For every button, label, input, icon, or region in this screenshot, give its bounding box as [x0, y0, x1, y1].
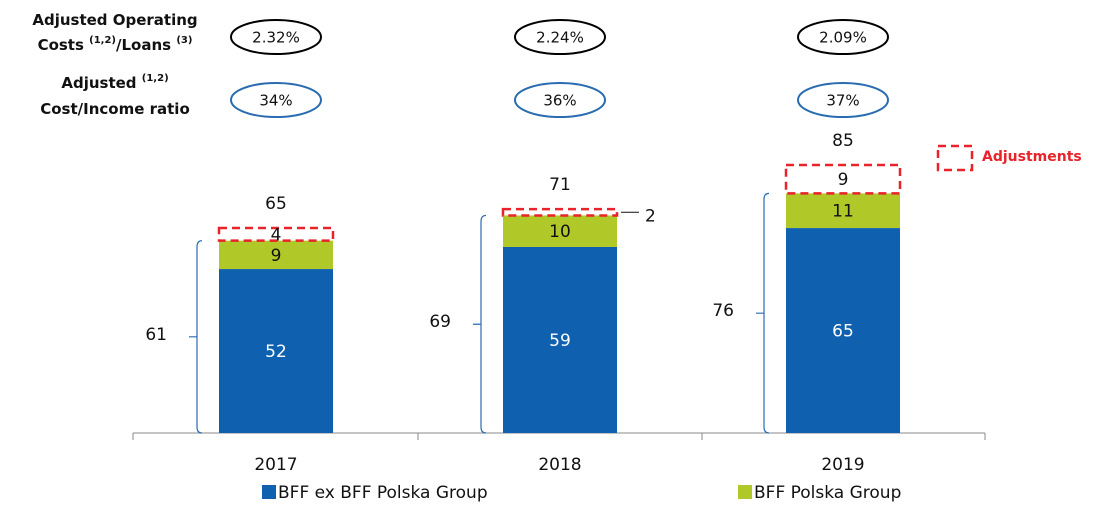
legend-swatch	[262, 485, 276, 499]
subtotal-label: 76	[712, 301, 734, 321]
legend-swatch	[738, 485, 752, 499]
bar-segment	[503, 215, 617, 247]
bar-segment	[786, 193, 900, 229]
adjustment-segment	[217, 226, 335, 242]
bar-segment	[219, 269, 333, 433]
metric-label-part: (1,2)	[142, 73, 169, 84]
metric-label: Adjusted Operating	[32, 11, 197, 29]
x-tick-label: 2017	[254, 455, 297, 475]
metric-label-part: Cost/Income ratio	[40, 100, 190, 118]
bar-segment	[219, 240, 333, 270]
metric-value: 2.24%	[536, 29, 584, 47]
segment-label: 52	[265, 342, 287, 362]
metric-value: 2.09%	[819, 29, 867, 47]
total-label: 65	[265, 194, 287, 214]
metric-ellipse	[797, 19, 889, 55]
x-tick-label: 2018	[538, 455, 581, 475]
metric-label-part: Adjusted Operating	[32, 11, 197, 29]
subtotal-bracket	[189, 240, 203, 434]
metric-value: 36%	[543, 92, 576, 110]
segment-label: 4	[271, 225, 282, 245]
metric-value: 34%	[259, 92, 292, 110]
subtotal-label: 69	[429, 312, 451, 332]
metric-label: Cost/Income ratio	[40, 100, 190, 118]
metric-label: Costs (1,2)/Loans (3)	[38, 35, 193, 54]
legend-label: Adjustments	[982, 149, 1082, 165]
metric-ellipse	[797, 82, 889, 118]
segment-label: 2	[645, 206, 656, 226]
adjustment-segment	[784, 163, 902, 195]
bar-segment	[786, 228, 900, 433]
segment-label: 65	[832, 322, 854, 342]
metric-label-part: Adjusted	[61, 74, 136, 92]
x-tick-label: 2019	[821, 455, 864, 475]
subtotal-bracket	[756, 192, 770, 434]
legend-swatch	[936, 144, 974, 172]
metric-ellipse	[230, 19, 322, 55]
metric-value: 2.32%	[252, 29, 300, 47]
segment-label: 9	[838, 170, 849, 190]
total-label: 85	[832, 131, 854, 151]
subtotal-bracket	[473, 214, 487, 434]
metric-label: Adjusted (1,2)	[61, 73, 168, 92]
total-label: 71	[549, 175, 571, 195]
metric-ellipse	[514, 19, 606, 55]
legend-label: BFF Polska Group	[754, 483, 901, 503]
legend-label: BFF ex BFF Polska Group	[278, 483, 488, 503]
segment-label: 10	[549, 222, 571, 242]
segment-label: 11	[832, 202, 854, 222]
metric-value: 37%	[826, 92, 859, 110]
segment-label: 9	[271, 246, 282, 266]
metric-label-part: Costs	[38, 36, 84, 54]
adjustment-segment	[501, 207, 619, 217]
bar-segment	[503, 246, 617, 433]
metric-label-part: /Loans	[116, 36, 171, 54]
metric-label-part: (1,2)	[89, 35, 116, 46]
subtotal-label: 61	[145, 325, 167, 345]
metric-label-part: (3)	[176, 35, 192, 46]
segment-label: 59	[549, 331, 571, 351]
metric-ellipse	[230, 82, 322, 118]
metric-ellipse	[514, 82, 606, 118]
